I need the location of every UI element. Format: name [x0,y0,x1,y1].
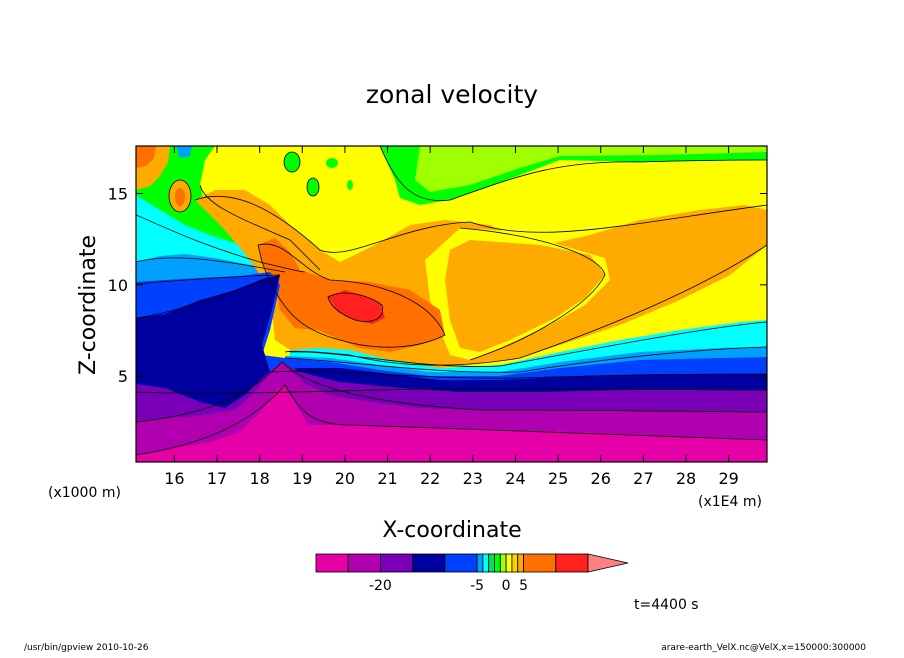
plot-area [136,146,767,462]
colorbar-tick-label: 0 [502,578,511,594]
y-axis-unit: (x1000 m) [48,485,121,501]
x-tick-label: 28 [676,469,696,488]
y-tick-label: 15 [108,184,128,203]
x-tick-label: 22 [420,469,440,488]
colorbar-bin [476,553,484,573]
chart-title: zonal velocity [366,80,538,109]
colorbar-bin [517,553,524,573]
colorbar-bin [499,553,507,573]
field-region-darkorange-oval [175,188,185,206]
x-tick-label: 19 [292,469,312,488]
field-region-red-core [328,290,385,324]
field-region-yellowgreen-upper [415,146,767,192]
x-tick-label: 24 [505,469,525,488]
x-axis-unit: (x1E4 m) [698,494,762,510]
field-region-blue-topleft [176,146,192,158]
field-region-magenta-low [136,385,767,462]
contour-line [257,243,446,348]
contour-line [136,388,767,394]
colorbar-bin [315,553,349,573]
x-tick-label: 27 [633,469,653,488]
x-tick-label: 16 [164,469,184,488]
field-region-green-blob [326,158,338,168]
contour-line [284,244,767,366]
contour-line [306,177,320,197]
colorbar-bin [494,553,501,573]
colorbar-bin [505,553,513,573]
time-label: t=4400 s [634,597,699,613]
x-tick-label: 29 [718,469,738,488]
field-region-darkorange-topleft [136,146,156,168]
colorbar-bin [511,553,519,573]
field-region-green-blob [307,178,319,196]
colorbar-tick-label: -20 [369,578,392,594]
x-tick-label: 23 [463,469,483,488]
contour-line [136,384,767,456]
plot-frame [135,145,768,463]
contour-line [459,227,606,361]
colorbar-bin [412,553,446,573]
colorbar-bin [555,553,589,573]
contour-lines [136,146,767,456]
field-region-blue-mid [136,272,767,394]
field-region-green-blob [284,152,300,172]
contour-line [136,274,281,285]
colorbar-bin [444,553,478,573]
y-axis-ticks: 5 10 15 [108,184,767,386]
x-tick-label: 26 [591,469,611,488]
colorbar: -20 -5 0 5 [315,553,629,594]
colorbar-bin [380,553,414,573]
contour-line [199,184,321,271]
x-tick-label: 21 [377,469,397,488]
x-tick-label: 17 [207,469,227,488]
contour-line [379,146,767,202]
y-tick-label: 5 [118,367,128,386]
contour-line [136,214,306,273]
y-axis-label: Z-coordinate [76,235,101,375]
field-region-orange-inner [445,240,605,352]
contour-line [136,274,281,319]
footer-left: /usr/bin/gpview 2010-10-26 [24,643,149,653]
colorbar-bin [488,553,495,573]
y-tick-label: 10 [108,276,128,295]
x-axis-ticks: 16 17 18 19 20 21 22 23 24 25 26 27 28 29 [164,146,739,488]
colorbar-bin [482,553,490,573]
x-axis-label: X-coordinate [382,518,521,543]
x-tick-label: 18 [249,469,269,488]
contour-line [283,151,301,173]
contour-line [269,370,767,379]
colorbar-bin [347,553,381,573]
contour-line [194,195,767,253]
contour-line [327,292,384,322]
contour-line [136,257,286,273]
contour-line [284,346,767,373]
colorbar-extend-arrow [587,553,629,573]
x-tick-label: 25 [548,469,568,488]
field-region-lightblue-left [136,254,285,284]
footer-right: arare-earth_VelX.nc@VelX,x=150000:300000 [661,643,866,653]
colorbar-tick-label: 5 [519,578,528,594]
colorbar-bin [523,553,557,573]
contour-line [168,179,192,213]
contour-line [136,361,767,423]
x-tick-label: 20 [335,469,355,488]
colorbar-tick-label: -5 [470,578,484,594]
field-region-green-blob [347,180,353,190]
contour-line [289,321,767,367]
